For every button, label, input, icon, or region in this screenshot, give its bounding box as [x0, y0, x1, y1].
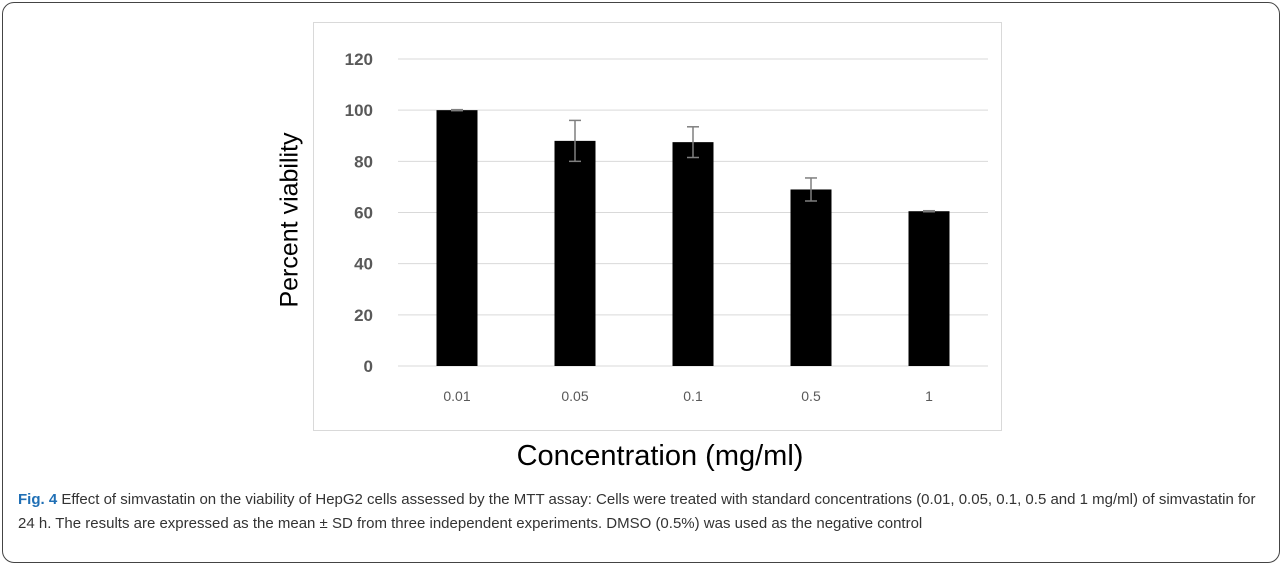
figure-label: Fig. 4: [18, 491, 58, 508]
y-tick-label: 60: [354, 204, 373, 223]
plot-area: [313, 22, 1002, 431]
bar: [790, 189, 832, 366]
y-tick-label: 20: [354, 306, 373, 325]
x-tick-label: 1: [925, 388, 933, 404]
y-tick-label: 80: [354, 152, 373, 171]
bar: [672, 142, 714, 366]
y-tick-label: 100: [345, 101, 373, 120]
x-tick-label: 0.1: [683, 388, 703, 404]
x-axis-label: Concentration (mg/ml): [516, 440, 804, 472]
x-tick-label: 0.01: [443, 388, 470, 404]
caption-text: Effect of simvastatin on the viability o…: [18, 491, 1256, 532]
y-tick-label: 0: [364, 357, 373, 376]
y-tick-label: 40: [354, 255, 373, 274]
x-tick-label: 0.05: [561, 388, 588, 404]
y-tick-label: 120: [345, 50, 373, 69]
bar: [554, 140, 596, 366]
bar: [436, 110, 478, 367]
y-axis-label: Percent viability: [275, 132, 304, 308]
x-tick-label: 0.5: [801, 388, 821, 404]
bar: [908, 211, 950, 366]
figure-caption: Fig. 4 Effect of simvastatin on the viab…: [18, 488, 1268, 536]
